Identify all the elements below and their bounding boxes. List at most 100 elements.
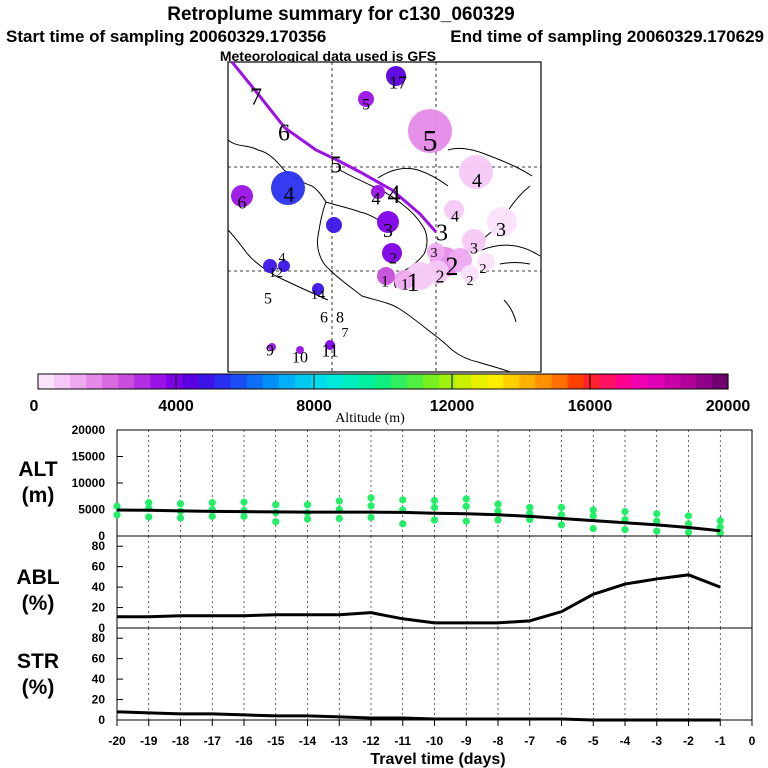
plume-cluster-circle: [296, 346, 304, 354]
alt-data-point: [526, 503, 534, 511]
colorbar-swatch: [38, 374, 55, 389]
y-tick-label: 20000: [72, 423, 106, 437]
alt-data-point: [684, 520, 693, 528]
colorbar-swatch: [487, 374, 504, 389]
alt-data-point: [272, 518, 280, 526]
cluster-label: 3: [431, 246, 438, 261]
colorbar-swatch: [391, 374, 408, 389]
colorbar-swatch: [54, 374, 71, 389]
colorbar-title: Altitude (m): [335, 411, 405, 426]
alt-data-point: [462, 502, 470, 510]
alt-data-point: [494, 516, 502, 524]
colorbar-swatch: [294, 374, 312, 389]
alt-data-point: [557, 521, 566, 529]
alt-data-point: [684, 528, 693, 536]
colorbar-swatch: [599, 374, 617, 389]
cluster-label: 9: [266, 343, 274, 360]
colorbar-swatch: [551, 374, 569, 389]
colorbar-swatch: [535, 374, 553, 389]
y-tick-label: 60: [92, 652, 106, 666]
alt-data-point: [240, 498, 248, 506]
y-tick-label: 20: [92, 693, 106, 707]
cluster-label: 3: [383, 220, 393, 242]
x-tick-label: -10: [426, 734, 444, 748]
figure-title: Retroplume summary for c130_060329: [167, 4, 514, 25]
alt-data-point: [589, 506, 597, 514]
x-tick-label: -11: [394, 734, 411, 748]
track-day-label: 1: [407, 268, 420, 297]
x-tick-label: -3: [651, 734, 662, 748]
x-tick-label: -19: [140, 734, 158, 748]
plume-cluster-circle: [271, 171, 305, 205]
colorbar-swatch: [166, 374, 184, 389]
colorbar-swatch: [407, 374, 424, 389]
alt-data-point: [716, 517, 724, 525]
alt-data-point: [557, 511, 566, 519]
colorbar-swatch: [615, 374, 633, 389]
colorbar-swatch: [198, 374, 216, 389]
colorbar-swatch: [695, 374, 713, 389]
colorbar-swatch: [214, 374, 232, 389]
alt-data-point: [430, 516, 439, 524]
cluster-label: 17: [389, 72, 407, 92]
x-tick-label: -9: [461, 734, 472, 748]
plume-cluster-circle: [312, 283, 324, 295]
alt-data-point: [684, 512, 693, 520]
y-tick-label: 40: [92, 672, 106, 686]
colorbar-swatch: [70, 374, 87, 389]
cluster-label: 5: [362, 97, 370, 114]
alt-data-point: [621, 508, 629, 516]
end-time-label: End time of sampling 20060329.170629: [450, 27, 764, 46]
colorbar-swatch: [358, 374, 376, 389]
cluster-label: 2: [389, 251, 397, 268]
y-tick-label: 5000: [78, 503, 105, 517]
colorbar-swatch: [262, 374, 280, 389]
plume-cluster-circle: [377, 267, 395, 285]
colorbar-swatch: [679, 374, 697, 389]
y-tick-label: 80: [92, 631, 106, 645]
plume-cluster-circle: [268, 343, 276, 351]
colorbar-swatch: [519, 374, 537, 389]
alt-data-point: [367, 513, 375, 522]
colorbar-tick-label: 20000: [706, 398, 751, 415]
panel-unit: (%): [22, 676, 55, 699]
x-tick-label: -20: [108, 734, 126, 748]
colorbar-swatch: [439, 374, 456, 389]
y-tick-label: 80: [92, 539, 106, 553]
colorbar-swatch: [102, 374, 119, 389]
plume-cluster-circle: [231, 185, 253, 207]
alt-data-point: [716, 523, 724, 531]
panel-label: STR: [17, 650, 59, 673]
cluster-label: 12: [269, 266, 283, 281]
alt-data-point: [208, 499, 216, 507]
track-day-label: 3: [436, 220, 448, 246]
colorbar-swatch: [86, 374, 103, 389]
y-tick-label: 0: [98, 621, 105, 635]
cluster-label: 5: [264, 291, 272, 308]
plume-cluster-circle: [487, 207, 517, 237]
x-tick-label: -17: [204, 734, 222, 748]
x-tick-label: -14: [299, 734, 317, 748]
colorbar-swatch: [631, 374, 649, 389]
alt-data-point: [145, 513, 153, 521]
colorbar-swatch: [342, 374, 360, 389]
plume-cluster-circle: [477, 253, 495, 271]
met-data-label: Meteorological data used is GFS: [220, 48, 436, 64]
cluster-label: 1: [381, 274, 389, 291]
y-tick-label: 0: [98, 713, 105, 727]
cluster-label: 4: [372, 188, 381, 208]
alt-data-point: [176, 514, 185, 522]
colorbar-swatch: [326, 374, 344, 389]
x-tick-label: -1: [715, 734, 726, 748]
colorbar-tick-label: 4000: [158, 398, 194, 415]
colorbar-swatch: [278, 374, 296, 389]
plume-cluster-circle: [278, 260, 290, 272]
cluster-label: 10: [292, 350, 308, 367]
colorbar-swatch: [423, 374, 440, 389]
colorbar-swatch: [118, 374, 135, 389]
plume-cluster-circle: [461, 265, 479, 283]
alt-data-point: [113, 502, 121, 510]
cluster-label: 5: [423, 125, 438, 158]
